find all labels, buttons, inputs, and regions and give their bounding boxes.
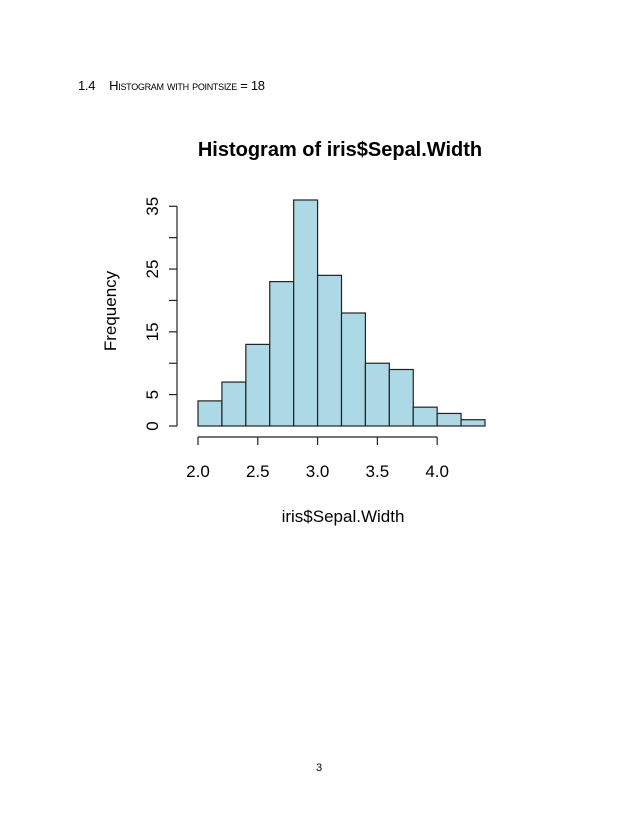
x-tick-label: 3.5 (366, 462, 390, 481)
y-tick-label: 0 (143, 421, 162, 430)
histogram-bar (293, 199, 319, 427)
y-axis: 0 5 15 25 35 (143, 197, 178, 431)
x-tick-label: 2.5 (246, 462, 270, 481)
histogram-bar (388, 368, 414, 427)
section-title: Histogram with pointsize = 18 (109, 78, 265, 93)
page-number: 3 (315, 762, 323, 774)
histogram-bar (340, 312, 367, 427)
y-tick-label: 25 (143, 260, 162, 279)
histogram-bar (221, 381, 247, 427)
histogram-bar (316, 274, 343, 427)
x-tick-label: 3.0 (306, 462, 330, 481)
y-tick-label: 35 (143, 197, 162, 216)
histogram-bar (412, 406, 438, 427)
x-axis: 2.0 2.5 3.0 3.5 4.0 (186, 436, 449, 481)
histogram-bars (197, 199, 486, 427)
x-tick-label: 4.0 (425, 462, 449, 481)
histogram-bar (436, 412, 462, 427)
histogram-bar (364, 362, 390, 427)
y-tick-label: 5 (143, 390, 162, 399)
x-tick-label: 2.0 (186, 462, 210, 481)
y-axis-label: Frequency (101, 270, 120, 351)
x-axis-label: iris$Sepal.Width (282, 507, 405, 526)
section-number: 1.4 (78, 78, 96, 93)
histogram-bar (197, 400, 223, 427)
section-heading: 1.4 Histogram with pointsize = 18 (78, 78, 265, 93)
y-tick-label: 15 (143, 322, 162, 341)
chart-title: Histogram of iris$Sepal.Width (198, 139, 482, 161)
histogram-bar (460, 419, 486, 427)
histogram-bar (245, 343, 271, 427)
histogram-bar (269, 281, 295, 427)
